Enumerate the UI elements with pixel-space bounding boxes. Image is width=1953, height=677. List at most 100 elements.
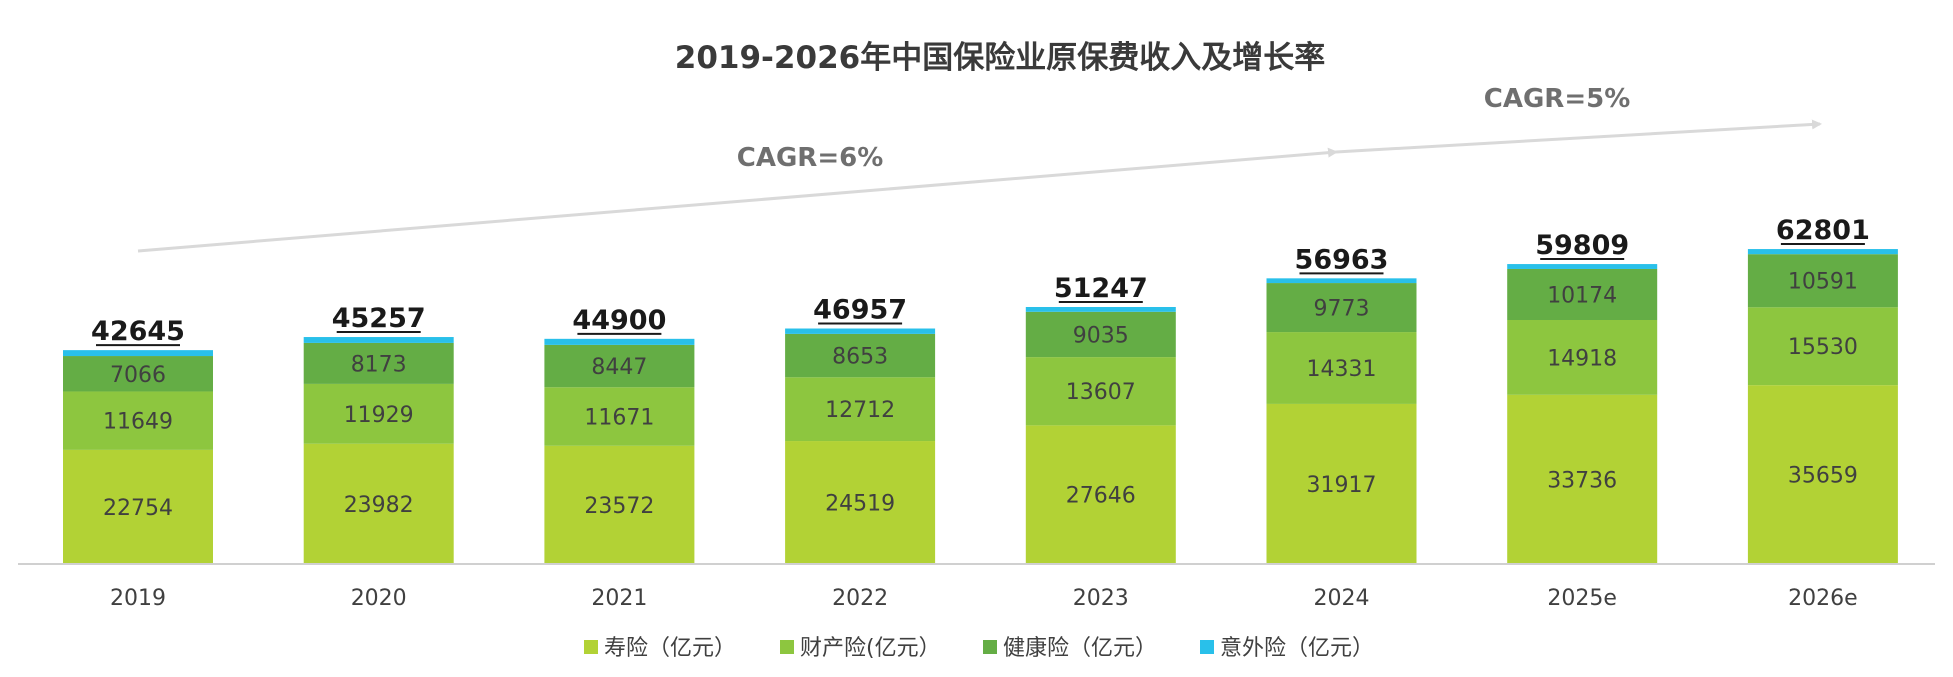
- segment-label: 9035: [1073, 323, 1129, 348]
- legend-item: 健康险（亿元）: [983, 636, 1157, 661]
- bar-group-2024: 31917 14331 9773 56963: [1266, 244, 1417, 564]
- legend: 寿险（亿元） 财产险(亿元） 健康险（亿元） 意外险（亿元）: [584, 636, 1374, 661]
- bar-group-2022: 24519 12712 8653 46957: [785, 295, 936, 564]
- segment-label: 8653: [832, 345, 888, 370]
- segment-label: 13607: [1066, 380, 1136, 405]
- segment-label: 22754: [103, 496, 173, 521]
- cagr-annotations: CAGR=6% CAGR=5%: [137, 84, 1822, 253]
- bar-segment-0-2024: [1266, 403, 1417, 564]
- segment-label: 11649: [103, 410, 173, 435]
- segment-label: 27646: [1066, 484, 1136, 509]
- legend-swatch: [780, 640, 794, 654]
- legend-swatch: [983, 640, 997, 654]
- bar-segment-0-2019: [63, 449, 213, 564]
- bar-segment-0-2020: [303, 443, 454, 564]
- legend-swatch: [584, 640, 598, 654]
- segment-label: 15530: [1788, 335, 1858, 360]
- bars-layer: 2275411649706642645239821192981734525723…: [63, 215, 1898, 564]
- bar-segment-1-2025e: [1507, 320, 1658, 395]
- bar-segment-2-2024: [1266, 283, 1417, 333]
- x-tick-label: 2021: [591, 586, 647, 611]
- segment-label: 8173: [351, 352, 407, 377]
- bar-segment-2-2025e: [1507, 268, 1658, 321]
- total-label: 44900: [572, 305, 666, 336]
- legend-label: 寿险（亿元）: [604, 636, 736, 661]
- bar-segment-0-2026e: [1747, 385, 1898, 564]
- bar-segment-1-2020: [303, 383, 454, 444]
- cagr-label: CAGR=5%: [1484, 84, 1631, 114]
- segment-label: 8447: [591, 355, 647, 380]
- legend-item: 财产险(亿元）: [780, 636, 941, 661]
- x-tick-label: 2025e: [1547, 586, 1617, 611]
- x-tick-label: 2020: [351, 586, 407, 611]
- bar-group-2019: 22754 11649 7066 42645: [63, 316, 213, 564]
- bar-segment-2-2020: [303, 342, 454, 384]
- total-label: 45257: [332, 303, 426, 334]
- legend-label: 财产险(亿元）: [800, 636, 941, 661]
- bar-segment-2-2022: [785, 333, 936, 378]
- bar-segment-3-2023: [1025, 306, 1176, 312]
- bar-segment-2-2023: [1025, 311, 1176, 358]
- x-tick-label: 2023: [1073, 586, 1129, 611]
- segment-label: 12712: [825, 398, 895, 423]
- x-tick-label: 2024: [1314, 586, 1370, 611]
- bar-group-2026e: 35659 15530 10591 62801: [1747, 215, 1898, 564]
- bar-segment-0-2021: [544, 445, 695, 564]
- legend-item: 寿险（亿元）: [584, 636, 736, 661]
- cagr-arrow: [1335, 119, 1822, 154]
- x-tick-label: 2026e: [1788, 586, 1858, 611]
- bar-segment-2-2021: [544, 344, 695, 388]
- bar-segment-0-2025e: [1507, 394, 1658, 564]
- segment-label: 31917: [1307, 473, 1377, 498]
- bar-segment-3-2025e: [1507, 264, 1658, 269]
- bar-group-2021: 23572 11671 8447 44900: [544, 305, 695, 564]
- total-label: 62801: [1776, 215, 1870, 246]
- bar-segment-3-2026e: [1747, 249, 1898, 255]
- bar-group-2023: 27646 13607 9035 51247: [1025, 273, 1176, 564]
- bar-segment-1-2026e: [1747, 307, 1898, 386]
- segment-label: 33736: [1547, 468, 1617, 493]
- segment-label: 14918: [1547, 346, 1617, 371]
- total-label: 51247: [1054, 273, 1148, 304]
- bar-segment-1-2024: [1266, 332, 1417, 404]
- legend-label: 意外险（亿元）: [1220, 636, 1374, 661]
- legend-swatch: [1200, 640, 1214, 654]
- bar-segment-3-2019: [63, 350, 213, 357]
- segment-label: 7066: [110, 363, 166, 388]
- bar-group-2020: 23982 11929 8173 45257: [303, 303, 454, 564]
- segment-label: 11929: [344, 403, 414, 428]
- total-label: 56963: [1295, 244, 1389, 275]
- segment-label: 35659: [1788, 464, 1858, 489]
- bar-segment-3-2024: [1266, 278, 1417, 284]
- bar-segment-1-2019: [63, 391, 213, 450]
- segment-label: 9773: [1314, 297, 1370, 322]
- x-tick-label: 2022: [832, 586, 888, 611]
- chart-title: 2019-2026年中国保险业原保费收入及增长率: [675, 40, 1325, 76]
- total-label: 42645: [91, 316, 185, 347]
- segment-label: 23982: [344, 493, 414, 518]
- segment-label: 23572: [584, 494, 654, 519]
- bar-segment-0-2023: [1025, 425, 1176, 564]
- legend-item: 意外险（亿元）: [1200, 636, 1374, 661]
- bar-segment-3-2020: [303, 337, 454, 343]
- bar-segment-1-2023: [1025, 357, 1176, 426]
- bar-group-2025e: 33736 14918 10174 59809: [1507, 230, 1658, 564]
- bar-segment-2-2026e: [1747, 254, 1898, 308]
- x-tick-label: 2019: [110, 586, 166, 611]
- legend-label: 健康险（亿元）: [1003, 636, 1157, 661]
- bar-segment-2-2019: [63, 356, 213, 392]
- bar-segment-1-2022: [785, 377, 936, 442]
- segment-label: 11671: [584, 406, 654, 431]
- cagr-arrow: [137, 147, 1338, 253]
- segment-label: 10174: [1547, 283, 1617, 308]
- bar-segment-0-2022: [785, 441, 936, 564]
- segment-label: 10591: [1788, 270, 1858, 295]
- segment-label: 14331: [1307, 357, 1377, 382]
- segment-label: 24519: [825, 492, 895, 517]
- x-axis-ticks: 2019 2020 2021 2022 2023 2024 2025e 2026e: [110, 586, 1858, 611]
- total-label: 59809: [1535, 230, 1629, 261]
- total-label: 46957: [813, 295, 907, 326]
- bar-segment-3-2022: [785, 328, 936, 334]
- bar-segment-1-2021: [544, 387, 695, 446]
